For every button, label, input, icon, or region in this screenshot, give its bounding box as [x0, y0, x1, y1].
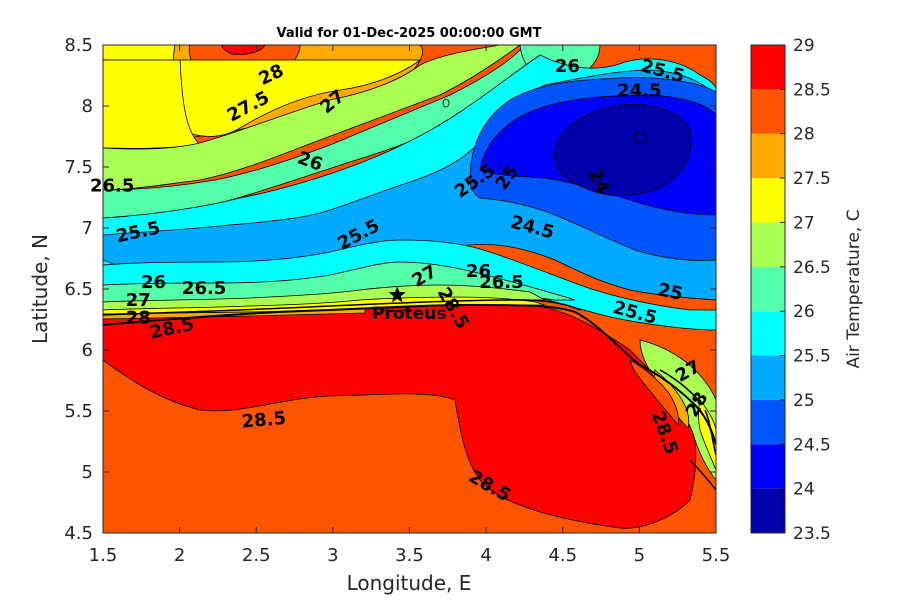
x-tick-label: 2.5 [242, 545, 271, 566]
colorbar-tick-label: 27.5 [793, 169, 831, 189]
colorbar-tick-label: 24 [793, 480, 815, 500]
colorbar-ticks: 23.5 24 24.5 25 25.5 26 26.5 27 27.5 28 28.5 29 [780, 36, 831, 544]
y-tick-label: 8 [82, 96, 93, 117]
colorbar-band [751, 311, 785, 356]
coastline [103, 303, 716, 446]
coastline-east-inlet [659, 369, 716, 491]
colorbar-label: Air Temperature, C [844, 209, 864, 368]
band-coastal-red [629, 359, 679, 426]
y-tick-label: 4.5 [64, 523, 93, 544]
contour-label: 26 [466, 261, 491, 282]
colorbar-tick-label: 28 [793, 125, 815, 145]
y-tick-label: 5.5 [64, 401, 93, 422]
y-tick-label: 5 [82, 462, 93, 483]
x-tick-label: 5 [634, 545, 645, 566]
colorbar-tick-label: 28.5 [793, 80, 831, 100]
colorbar-tick-label: 27 [793, 213, 815, 233]
y-tick-label: 6.5 [64, 279, 93, 300]
chart-title: Valid for 01-Dec-2025 00:00:00 GMT [277, 26, 542, 41]
y-tick-label: 7.5 [64, 157, 93, 178]
contour-label: 26.5 [182, 278, 226, 299]
colorbar-band [751, 45, 785, 90]
colorbar-tick-label: 26.5 [793, 258, 831, 278]
colorbar-band [751, 488, 785, 533]
x-tick-label: 3.5 [395, 545, 424, 566]
colorbar-band [751, 444, 785, 489]
colorbar-band [751, 355, 785, 400]
colorbar-tick-label: 29 [793, 36, 815, 56]
y-axis-label: Latitude, N [28, 234, 52, 344]
contour-label: 27 [126, 290, 151, 311]
colorbar-frame [750, 44, 786, 534]
band-23-5 [554, 104, 692, 196]
contour-ellipse-small [442, 98, 450, 108]
colorbar-tick-label: 23.5 [793, 524, 831, 544]
contour-ellipse-minimum [633, 131, 647, 145]
contour-label: 28.5 [241, 408, 287, 433]
colorbar-tick-label: 26 [793, 302, 815, 322]
contour-label: 25 [656, 279, 685, 305]
colorbar-band [751, 133, 785, 179]
y-tick-label: 6 [82, 340, 93, 361]
contour-label: 24.5 [617, 80, 661, 101]
contour-label: 26.5 [479, 272, 523, 293]
x-tick-label: 4 [480, 545, 491, 566]
colorbar-band [751, 399, 785, 445]
y-axis: 4.5 5 5.5 6 6.5 7 7.5 8 8.5 [64, 35, 716, 544]
contour-label: 26 [141, 272, 166, 293]
colorbar-band [751, 222, 785, 267]
coastline-lagoon [103, 299, 581, 316]
contour-label: 26.5 [90, 176, 134, 197]
colorbar-tick-label: 25 [793, 391, 815, 411]
x-tick-label: 2 [174, 545, 185, 566]
y-tick-label: 8.5 [64, 35, 93, 56]
band-coastal-yellow [698, 399, 716, 471]
colorbar-band [751, 178, 785, 223]
colorbar-band [751, 266, 785, 312]
band-28-5-north [221, 45, 266, 55]
contour-label: 26 [555, 56, 580, 77]
station-star-icon [388, 286, 406, 303]
colorbar: 23.5 24 24.5 25 25.5 26 26.5 27 27.5 28 28.5 29 Air… [750, 36, 864, 544]
contour-label: 28 [126, 307, 151, 328]
x-tick-label: 3 [327, 545, 338, 566]
colorbar-bands [751, 45, 785, 533]
x-tick-label: 4.5 [548, 545, 577, 566]
temperature-field [103, 45, 716, 533]
colorbar-tick-label: 25.5 [793, 347, 831, 367]
x-axis: 1.5 2 2.5 3 3.5 4 4.5 5 5.5 [89, 45, 731, 566]
station-label: Proteus [372, 304, 446, 324]
x-tick-label: 1.5 [89, 545, 118, 566]
x-tick-label: 5.5 [702, 545, 731, 566]
station-marker: Proteus [372, 286, 446, 324]
x-axis-label: Longitude, E [347, 571, 472, 595]
y-tick-label: 7 [82, 218, 93, 239]
colorbar-band [751, 89, 785, 134]
colorbar-tick-label: 24.5 [793, 435, 831, 455]
